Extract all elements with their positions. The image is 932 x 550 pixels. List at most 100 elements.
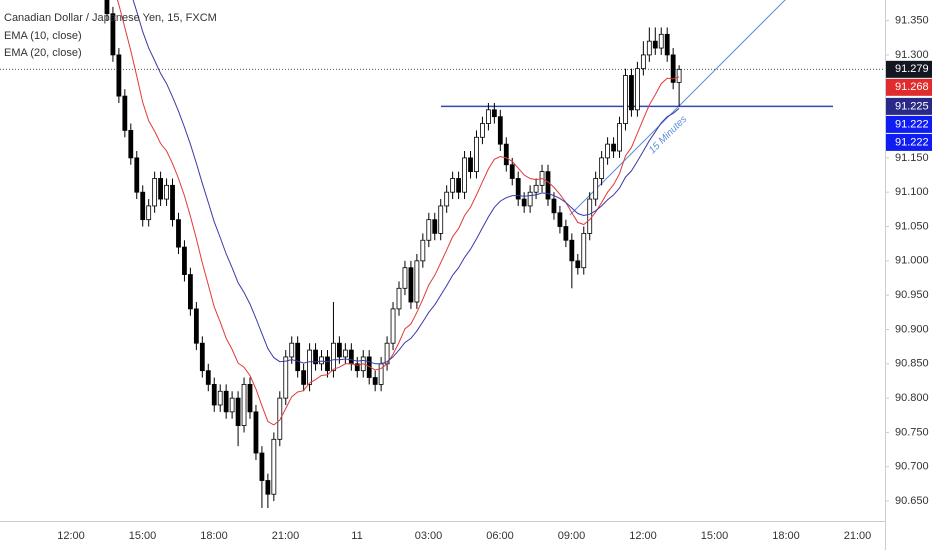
candle-body bbox=[325, 356, 330, 372]
candle-body bbox=[122, 95, 128, 131]
y-tick-label: 90.900 bbox=[895, 323, 929, 335]
candle-body bbox=[527, 191, 533, 207]
candle-body bbox=[199, 342, 205, 372]
x-tick-label: 15:00 bbox=[129, 530, 157, 542]
x-tick-label: 09:00 bbox=[558, 530, 586, 542]
x-tick-label: 12:00 bbox=[57, 530, 85, 542]
candle-body bbox=[277, 397, 283, 440]
y-tick-label: 90.950 bbox=[895, 289, 929, 301]
candle-body bbox=[432, 219, 438, 234]
candle-body bbox=[581, 232, 587, 269]
candle-body bbox=[414, 260, 420, 303]
price-marker-label: 91.222 bbox=[895, 136, 929, 148]
candle-body bbox=[557, 212, 563, 227]
candle-body bbox=[253, 411, 259, 454]
candle-body bbox=[176, 219, 181, 248]
candle-body bbox=[617, 123, 622, 152]
y-tick-label: 91.350 bbox=[895, 14, 929, 26]
x-tick-label: 03:00 bbox=[415, 530, 443, 542]
candle-body bbox=[533, 184, 539, 193]
candle-body bbox=[313, 349, 318, 365]
candle-body bbox=[193, 308, 199, 344]
candle-body bbox=[223, 390, 229, 413]
candle-body bbox=[259, 452, 265, 481]
chart-title: Canadian Dollar / Japanese Yen, 15, FXCM bbox=[4, 12, 217, 24]
candle-body bbox=[480, 123, 485, 138]
y-tick-label: 90.700 bbox=[895, 461, 929, 473]
candle-body bbox=[241, 384, 247, 426]
candle-body bbox=[283, 356, 289, 399]
candle-body bbox=[402, 267, 408, 289]
x-tick-label: 15:00 bbox=[701, 530, 729, 542]
y-tick-label: 90.650 bbox=[895, 495, 929, 507]
candle-body bbox=[623, 75, 628, 124]
candle-body bbox=[438, 205, 444, 234]
candle-body bbox=[152, 178, 158, 207]
candle-body bbox=[599, 157, 605, 179]
x-tick-label: 11 bbox=[351, 530, 362, 542]
candle-body bbox=[336, 342, 342, 358]
candle-body bbox=[319, 356, 324, 365]
candle-body bbox=[629, 75, 634, 111]
candle-body bbox=[521, 198, 527, 207]
candle-body bbox=[170, 184, 175, 221]
candle-body bbox=[158, 178, 164, 200]
candle-body bbox=[354, 363, 360, 372]
candle-body bbox=[491, 109, 497, 118]
x-tick-label: 21:00 bbox=[844, 530, 872, 542]
price-marker bbox=[886, 133, 932, 151]
candle-body bbox=[468, 157, 473, 173]
x-tick-label: 12:00 bbox=[629, 530, 657, 542]
candle-body bbox=[271, 438, 277, 495]
y-tick-label: 91.050 bbox=[895, 220, 929, 232]
candle-body bbox=[652, 40, 658, 49]
y-tick-label: 90.800 bbox=[895, 392, 929, 404]
candle-body bbox=[420, 239, 426, 262]
x-tick-label: 06:00 bbox=[486, 530, 514, 542]
price-marker-label: 91.279 bbox=[895, 63, 929, 75]
candle-body bbox=[247, 384, 253, 413]
legend-entry: EMA (10, close) bbox=[4, 30, 82, 42]
y-tick-label: 91.300 bbox=[895, 49, 929, 61]
candle-body bbox=[587, 198, 593, 234]
candle-body bbox=[593, 178, 599, 200]
candle-body bbox=[646, 40, 652, 56]
candle-body bbox=[128, 130, 134, 159]
candle-body bbox=[497, 116, 503, 145]
candle-body bbox=[235, 397, 241, 426]
candle-body bbox=[140, 191, 146, 221]
candle-body bbox=[408, 267, 414, 303]
candle-body bbox=[110, 13, 116, 56]
legend-entry: EMA (20, close) bbox=[4, 47, 82, 59]
candle-body bbox=[640, 54, 646, 70]
plot-area bbox=[0, 0, 885, 508]
candle-body bbox=[229, 397, 235, 413]
candle-body bbox=[146, 205, 152, 221]
candle-body bbox=[205, 370, 211, 385]
price-marker-label: 91.268 bbox=[895, 81, 929, 93]
candle-body bbox=[372, 377, 378, 385]
candle-body bbox=[676, 68, 682, 83]
candle-body bbox=[116, 54, 122, 97]
candle-body bbox=[211, 384, 217, 406]
price-marker-label: 91.225 bbox=[895, 100, 929, 112]
candle-body bbox=[289, 342, 295, 358]
candle-body bbox=[462, 157, 467, 193]
candle-body bbox=[265, 480, 271, 495]
candle-body bbox=[348, 349, 354, 365]
candle-body bbox=[217, 390, 223, 406]
x-tick-label: 18:00 bbox=[200, 530, 228, 542]
price-marker-label: 91.222 bbox=[895, 118, 929, 130]
candle-body bbox=[551, 198, 557, 214]
candle-body bbox=[503, 143, 509, 166]
candle-body bbox=[134, 157, 140, 193]
candle-body bbox=[456, 178, 462, 193]
candle-body bbox=[485, 109, 491, 124]
candle-body bbox=[444, 191, 450, 207]
candle-body bbox=[295, 342, 301, 372]
y-tick-label: 90.750 bbox=[895, 426, 929, 438]
candle-body bbox=[307, 349, 313, 385]
